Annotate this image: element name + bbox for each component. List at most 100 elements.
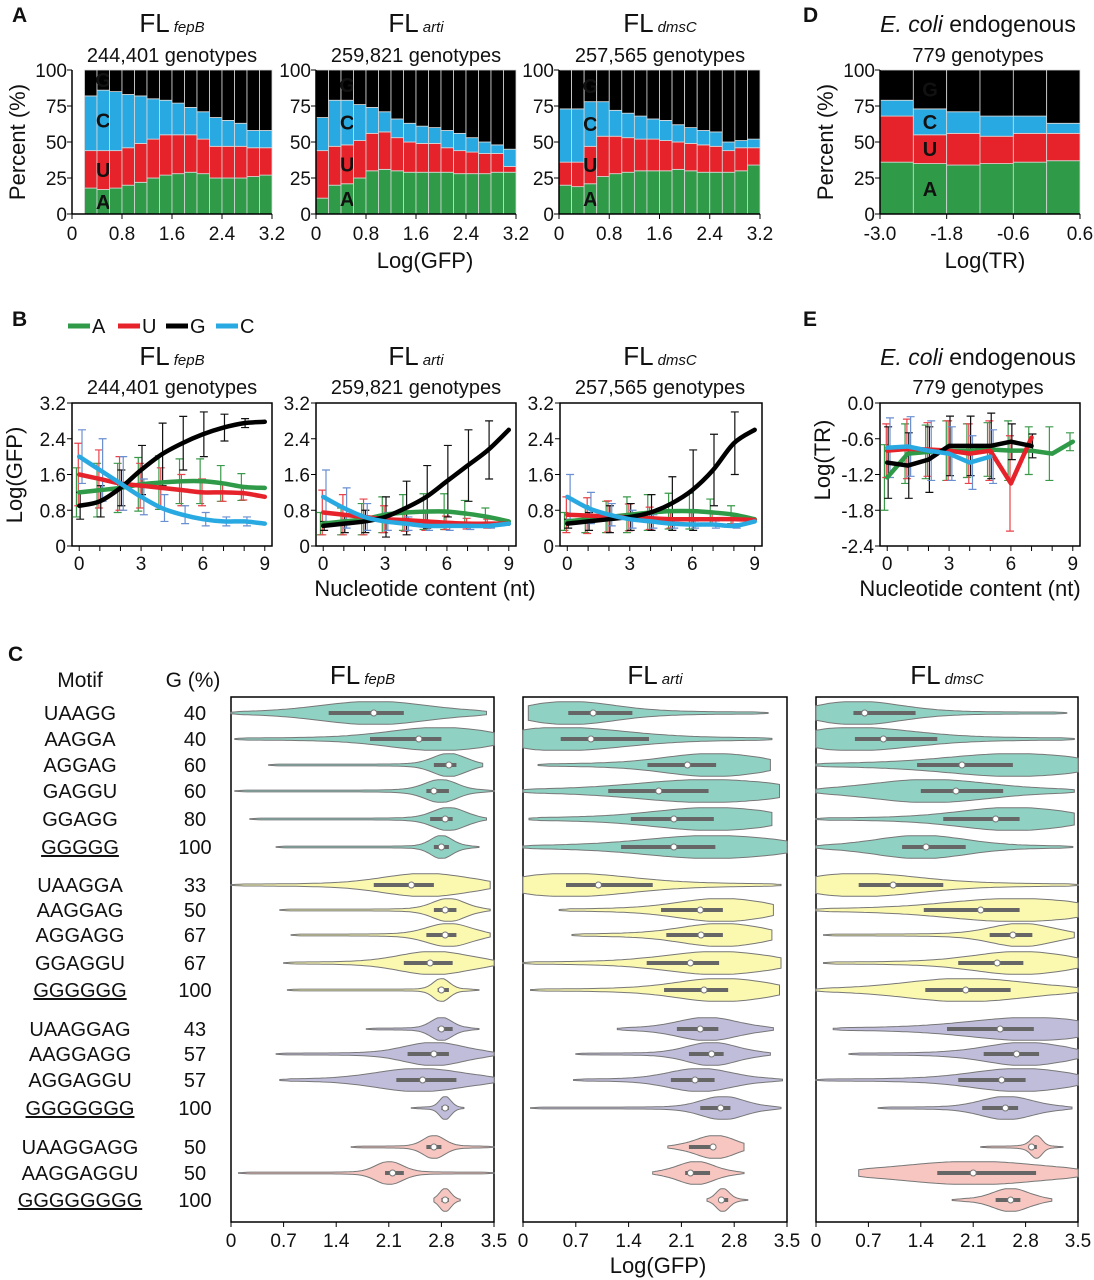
violin-body <box>815 1068 1079 1092</box>
title-part: FL <box>139 8 169 38</box>
bar-segment-a <box>196 173 210 215</box>
motif-label: AGGAGG <box>36 925 125 947</box>
y-tick-label: -1.8 <box>841 501 874 522</box>
bar-segment-g <box>696 69 711 131</box>
bar-segment-g <box>196 69 210 113</box>
x-tick-label: 0 <box>811 1231 822 1252</box>
bar-segment-c <box>979 115 1014 137</box>
x-tick-label: -0.6 <box>997 224 1030 245</box>
bar-segment-u <box>633 138 648 172</box>
bar-segment-g <box>246 69 260 131</box>
violin-median-dot <box>370 709 378 717</box>
chart-title: FL arti <box>627 660 683 690</box>
bar-segment-c <box>734 140 748 149</box>
bar-segment-g <box>221 69 235 121</box>
bar-label-c: C <box>923 112 937 134</box>
violin-body <box>410 1096 465 1120</box>
stacked-bar-chart: AU CG 0 25 50 75 100 0 0.8 1.6 2.4 3.2 <box>35 61 285 245</box>
bar-segment-g <box>503 69 517 150</box>
bar-segment-g <box>159 69 173 101</box>
violin-body <box>848 1042 1079 1066</box>
title-part: arti <box>662 671 684 688</box>
x-tick-label: -3.0 <box>864 224 897 245</box>
bar-segment-c <box>659 120 673 141</box>
chart-subtitle: 244,401 genotypes <box>87 45 257 67</box>
violin-body <box>823 951 1079 975</box>
y-tick-label: 0.8 <box>40 501 66 522</box>
chart-subtitle: 779 genotypes <box>912 45 1043 67</box>
bar-segment-c <box>221 120 235 147</box>
bar-segment-a <box>979 163 1014 215</box>
y-tick-label: 3.2 <box>284 394 310 415</box>
violin-body <box>980 1135 1064 1159</box>
chart-title: E. coli endogenous <box>880 344 1076 370</box>
violin-body <box>275 1042 495 1066</box>
x-tick-label: 2.4 <box>453 224 480 245</box>
motif-label: AGGAGGU <box>28 1070 131 1092</box>
bar-segment-u <box>1012 132 1048 163</box>
y-tick-label: 100 <box>279 61 311 82</box>
y-tick-label: 0.0 <box>848 394 874 415</box>
x-tick-label: 1.6 <box>646 224 672 245</box>
y-tick-label: 1.6 <box>284 466 310 487</box>
series-line-u <box>565 512 757 523</box>
bar-segment-u <box>171 134 185 175</box>
violin-median-dot <box>998 1076 1006 1084</box>
legend-label: G <box>190 316 206 338</box>
violin-median-dot <box>889 881 897 889</box>
bar-segment-u <box>503 166 517 173</box>
x-tick-label: 3 <box>624 554 635 575</box>
x-tick-label: 3.5 <box>481 1231 507 1252</box>
x-tick-label: 0 <box>518 1231 529 1252</box>
title-part: FL <box>388 341 418 371</box>
motif-label: GGAGG <box>42 809 118 831</box>
bar-segment-g <box>403 69 417 124</box>
bar-segment-g <box>659 69 673 121</box>
bar-segment-g <box>684 69 698 128</box>
x-tick-label: 2.1 <box>668 1231 694 1252</box>
bar-segment-a <box>378 168 392 215</box>
bar-segment-a <box>171 173 185 215</box>
bar-segment-c <box>490 144 504 154</box>
x-axis-label: Log(GFP) <box>610 1253 707 1278</box>
title-part: dmsC <box>658 19 697 36</box>
panel-label-a: A <box>12 4 27 27</box>
bar-segment-u <box>596 135 610 177</box>
g-percent-value: 50 <box>184 900 206 922</box>
motif-label: UAAGGAGG <box>22 1137 139 1159</box>
motif-header: Motif <box>57 669 103 692</box>
bar-segment-u <box>721 150 736 173</box>
violin-median-dot <box>594 881 602 889</box>
bar-segment-a <box>478 173 492 215</box>
bar-label-g: G <box>339 75 355 97</box>
panel-label-b: B <box>12 308 27 331</box>
bar-segment-u <box>209 145 223 179</box>
g-percent-value: 50 <box>184 1137 206 1159</box>
bar-segment-c <box>353 104 367 141</box>
g-percent-value: 100 <box>178 837 211 859</box>
bar-segment-c <box>109 91 123 152</box>
chart-subtitle: 259,821 genotypes <box>331 45 501 67</box>
bar-segment-a <box>946 164 981 215</box>
bar-segment-g <box>1012 69 1048 117</box>
motif-label: GAGGU <box>43 781 117 803</box>
bar-segment-a <box>109 187 123 215</box>
bar-segment-g <box>109 69 123 93</box>
violin-median-dot <box>415 735 423 743</box>
violin-median-dot <box>589 709 597 717</box>
violin-median-dot <box>441 906 449 914</box>
violin-median-dot <box>922 843 930 851</box>
bar-segment-a <box>365 170 379 215</box>
bar-segment-c <box>415 125 429 144</box>
bar-segment-a <box>246 176 260 215</box>
title-part: FL <box>330 660 360 690</box>
title-part: arti <box>423 19 445 36</box>
violin-median-dot <box>655 787 663 795</box>
title-part: FL <box>623 8 653 38</box>
bar-segment-a <box>121 184 135 215</box>
x-tick-label: 6 <box>442 554 453 575</box>
title-part: fepB <box>364 671 395 688</box>
bar-segment-c <box>134 95 148 144</box>
y-tick-label: 1.6 <box>528 466 554 487</box>
title-part: E. coli <box>880 344 944 370</box>
